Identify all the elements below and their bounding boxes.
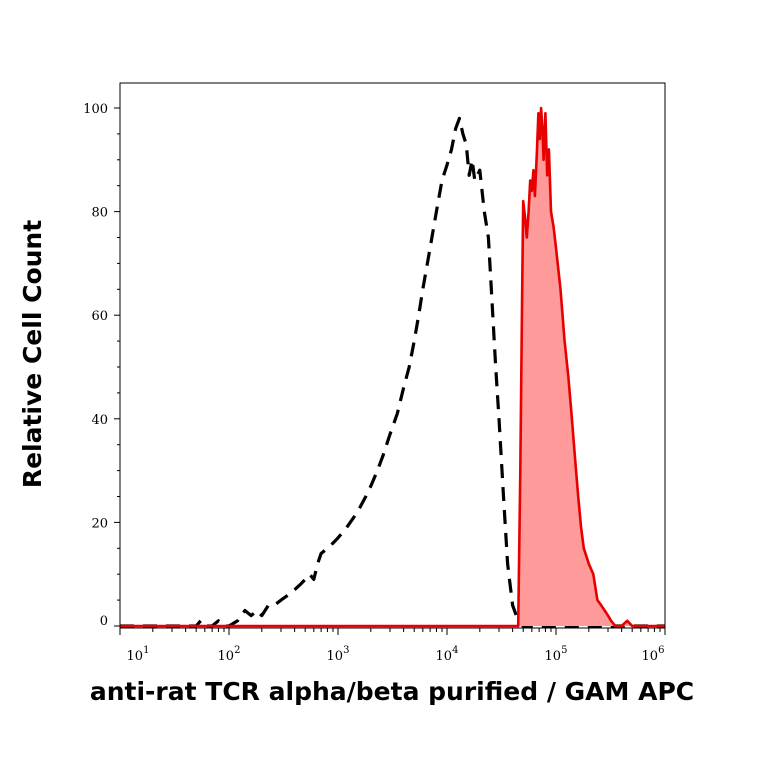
x-tick-base: 10 xyxy=(218,649,235,664)
series-1-fill xyxy=(120,108,665,626)
x-tick-exponent: 2 xyxy=(234,645,240,656)
x-tick-exponent: 5 xyxy=(561,645,567,656)
x-tick-exponent: 1 xyxy=(143,645,149,656)
x-tick-label: 101 xyxy=(127,645,150,664)
x-tick-base: 10 xyxy=(327,649,344,664)
x-tick-label: 105 xyxy=(545,645,568,664)
x-tick-label: 106 xyxy=(642,645,665,664)
y-tick-label: 80 xyxy=(91,206,108,221)
x-tick-exponent: 3 xyxy=(343,645,349,656)
x-tick-base: 10 xyxy=(436,649,453,664)
x-axis: 101 102 103 104 105 106 xyxy=(119,628,666,664)
x-tick-exponent: 6 xyxy=(658,645,664,656)
x-axis-label: anti-rat TCR alpha/beta purified / GAM A… xyxy=(90,677,694,706)
y-tick-label: 60 xyxy=(91,309,108,324)
x-tick-base: 10 xyxy=(642,649,659,664)
y-tick-label: 20 xyxy=(91,516,108,531)
y-tick-label: 0 xyxy=(100,614,108,629)
x-tick-exponent: 4 xyxy=(452,645,458,656)
x-tick-base: 10 xyxy=(127,649,144,664)
plot-frame xyxy=(119,82,666,629)
series-1-line xyxy=(120,106,665,628)
y-tick-label: 40 xyxy=(91,413,108,428)
x-tick-label: 102 xyxy=(218,645,241,664)
y-axis: 0 20 40 60 80 100 xyxy=(83,102,120,629)
series-0-line xyxy=(120,116,665,628)
x-tick-base: 10 xyxy=(545,649,562,664)
y-tick-label: 100 xyxy=(83,102,108,117)
x-tick-label: 104 xyxy=(436,645,459,664)
x-tick-label: 103 xyxy=(327,645,350,664)
series-layer xyxy=(120,106,665,628)
y-axis-label: Relative Cell Count xyxy=(18,220,47,488)
